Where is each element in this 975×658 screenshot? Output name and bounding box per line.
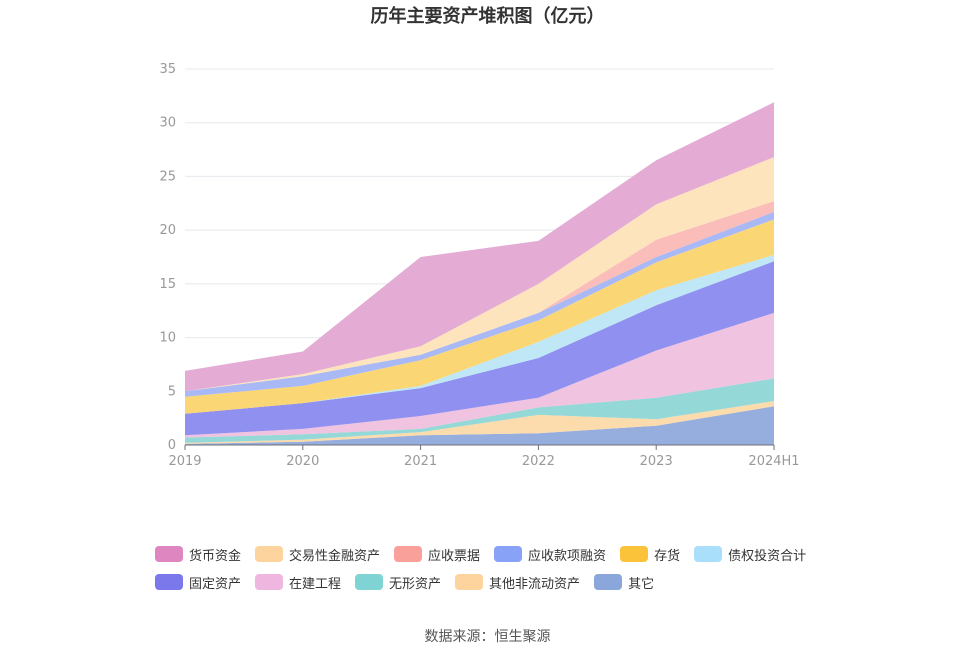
area-series-存货 bbox=[185, 219, 774, 414]
legend-row: 固定资产 在建工程 无形资产 其他非流动资产 其它 bbox=[155, 568, 855, 596]
x-tick-label: 2023 bbox=[640, 454, 673, 469]
legend-label: 在建工程 bbox=[289, 576, 342, 592]
y-tick-label: 30 bbox=[159, 116, 176, 131]
area-series-无形资产 bbox=[185, 378, 774, 443]
data-source: 数据来源：恒生聚源 bbox=[424, 629, 551, 645]
legend-swatch bbox=[620, 546, 649, 562]
area-series-在建工程 bbox=[185, 312, 774, 438]
legend-swatch bbox=[455, 574, 484, 590]
legend-item[interactable]: 其它 bbox=[594, 573, 654, 592]
y-tick-label: 0 bbox=[168, 438, 176, 453]
legend-label: 债权投资合计 bbox=[728, 548, 807, 564]
area-series-固定资产 bbox=[185, 261, 774, 436]
legend-swatch bbox=[155, 546, 183, 562]
legend-item[interactable]: 债权投资合计 bbox=[694, 545, 806, 564]
legend-swatch bbox=[594, 574, 623, 590]
x-tick-label: 2019 bbox=[168, 454, 201, 469]
x-tick-label: 2024H1 bbox=[748, 454, 799, 469]
area-series-货币资金 bbox=[185, 102, 774, 392]
legend-swatch bbox=[355, 574, 384, 590]
legend: 货币资金 交易性金融资产 应收票据 应收款项融资 存货 债权投资合计 固定资产 在建工程 无形… bbox=[155, 540, 855, 596]
legend-row: 货币资金 交易性金融资产 应收票据 应收款项融资 存货 债权投资合计 bbox=[155, 540, 855, 568]
legend-label: 货币资金 bbox=[189, 548, 242, 564]
legend-label: 应收款项融资 bbox=[528, 548, 607, 564]
legend-swatch bbox=[255, 546, 284, 562]
legend-item[interactable]: 无形资产 bbox=[355, 573, 441, 592]
legend-item[interactable]: 应收票据 bbox=[394, 545, 480, 564]
legend-swatch bbox=[494, 546, 523, 562]
y-tick-label: 15 bbox=[159, 277, 176, 292]
legend-item[interactable]: 应收款项融资 bbox=[494, 545, 606, 564]
legend-label: 应收票据 bbox=[428, 548, 481, 564]
legend-swatch bbox=[694, 546, 723, 562]
legend-item[interactable]: 在建工程 bbox=[255, 573, 341, 592]
legend-item[interactable]: 货币资金 bbox=[155, 545, 241, 564]
y-tick-label: 10 bbox=[159, 331, 176, 346]
legend-swatch bbox=[155, 574, 183, 590]
legend-label: 交易性金融资产 bbox=[289, 548, 381, 564]
legend-swatch bbox=[255, 574, 284, 590]
legend-swatch bbox=[394, 546, 423, 562]
legend-label: 其它 bbox=[628, 576, 655, 592]
y-tick-label: 35 bbox=[159, 62, 176, 77]
x-tick-label: 2021 bbox=[404, 454, 437, 469]
y-tick-label: 25 bbox=[159, 169, 176, 184]
area-series-其它 bbox=[185, 406, 774, 445]
y-tick-label: 5 bbox=[168, 384, 176, 399]
legend-item[interactable]: 固定资产 bbox=[155, 573, 241, 592]
x-tick-label: 2022 bbox=[522, 454, 555, 469]
y-tick-label: 20 bbox=[159, 223, 176, 238]
legend-item[interactable]: 其他非流动资产 bbox=[455, 573, 580, 592]
axes: 0 5 10 15 20 25 30 35 2019 2020 2021 2022 2023 2024H1 bbox=[159, 62, 799, 469]
legend-label: 存货 bbox=[654, 548, 681, 564]
chart-title: 历年主要资产堆积图（亿元） bbox=[370, 6, 605, 27]
legend-item[interactable]: 存货 bbox=[620, 545, 680, 564]
legend-item[interactable]: 交易性金融资产 bbox=[255, 545, 380, 564]
legend-label: 其他非流动资产 bbox=[489, 576, 581, 592]
legend-label: 固定资产 bbox=[189, 576, 242, 592]
area-series bbox=[185, 102, 774, 445]
x-tick-label: 2020 bbox=[286, 454, 319, 469]
legend-label: 无形资产 bbox=[389, 576, 442, 592]
area-series-其他非流动资产 bbox=[185, 401, 774, 444]
